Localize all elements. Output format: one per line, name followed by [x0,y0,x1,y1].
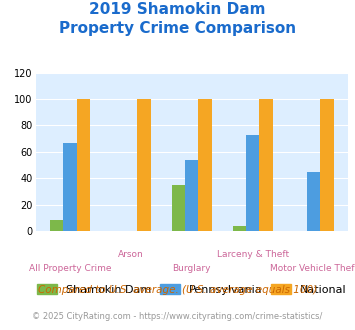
Bar [246,135,260,231]
Text: All Property Crime: All Property Crime [28,264,111,273]
Text: © 2025 CityRating.com - https://www.cityrating.com/crime-statistics/: © 2025 CityRating.com - https://www.city… [32,312,323,321]
Bar [320,99,334,231]
Text: Compared to U.S. average. (U.S. average equals 100): Compared to U.S. average. (U.S. average … [38,285,317,295]
Bar [233,226,246,231]
Bar [63,143,77,231]
Bar [185,160,198,231]
Bar [171,185,185,231]
Bar [50,220,63,231]
Text: 2019 Shamokin Dam: 2019 Shamokin Dam [89,2,266,16]
Text: Property Crime Comparison: Property Crime Comparison [59,21,296,36]
Bar [307,172,320,231]
Legend: Shamokin Dam, Pennsylvania, National: Shamokin Dam, Pennsylvania, National [37,284,347,295]
Text: Larceny & Theft: Larceny & Theft [217,250,289,259]
Text: Arson: Arson [118,250,144,259]
Bar [260,99,273,231]
Bar [137,99,151,231]
Bar [198,99,212,231]
Text: Burglary: Burglary [173,264,211,273]
Bar [77,99,90,231]
Text: Motor Vehicle Theft: Motor Vehicle Theft [269,264,355,273]
